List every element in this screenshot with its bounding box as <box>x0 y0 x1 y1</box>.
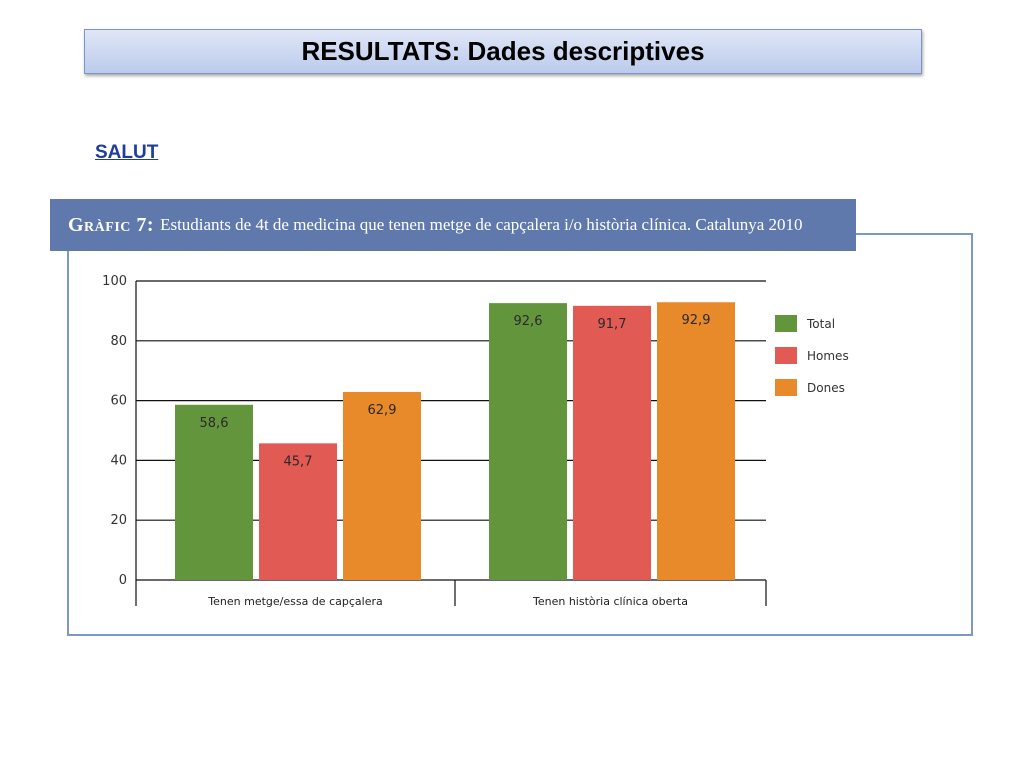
y-tick-label: 80 <box>110 334 127 349</box>
y-tick-label: 100 <box>102 274 127 289</box>
chart-caption-lead: Gràfic 7: <box>68 213 155 236</box>
legend-swatch-homes <box>775 347 797 364</box>
chart-caption-banner: Gràfic 7: Estudiants de 4t de medicina q… <box>50 199 856 251</box>
bar-value-label: 62,9 <box>368 403 397 418</box>
x-category-label: Tenen història clínica oberta <box>532 595 688 608</box>
bar-homes <box>259 443 337 580</box>
slide-title: RESULTATS: Dades descriptives <box>84 29 922 74</box>
bar-value-label: 92,6 <box>514 314 543 329</box>
section-label: SALUT <box>95 142 159 163</box>
chart-caption-text: Estudiants de 4t de medicina que tenen m… <box>160 215 803 234</box>
y-tick-label: 20 <box>110 513 127 528</box>
bar-value-label: 91,7 <box>598 317 627 332</box>
legend-label: Total <box>806 317 835 331</box>
legend-label: Dones <box>807 381 845 395</box>
y-tick-label: 40 <box>110 453 127 468</box>
bar-value-label: 92,9 <box>682 313 711 328</box>
bar-total <box>489 303 567 580</box>
bar-homes <box>573 305 651 580</box>
bar-value-label: 45,7 <box>284 454 313 469</box>
legend-label: Homes <box>807 349 849 363</box>
legend-swatch-total <box>775 315 797 332</box>
y-tick-label: 60 <box>110 394 127 409</box>
y-tick-label: 0 <box>119 573 127 588</box>
legend-swatch-dones <box>775 379 797 396</box>
x-category-label: Tenen metge/essa de capçalera <box>207 595 382 608</box>
bar-dones <box>657 302 735 580</box>
bar-value-label: 58,6 <box>200 416 229 431</box>
bar-total <box>175 404 253 580</box>
bar-dones <box>343 391 421 580</box>
